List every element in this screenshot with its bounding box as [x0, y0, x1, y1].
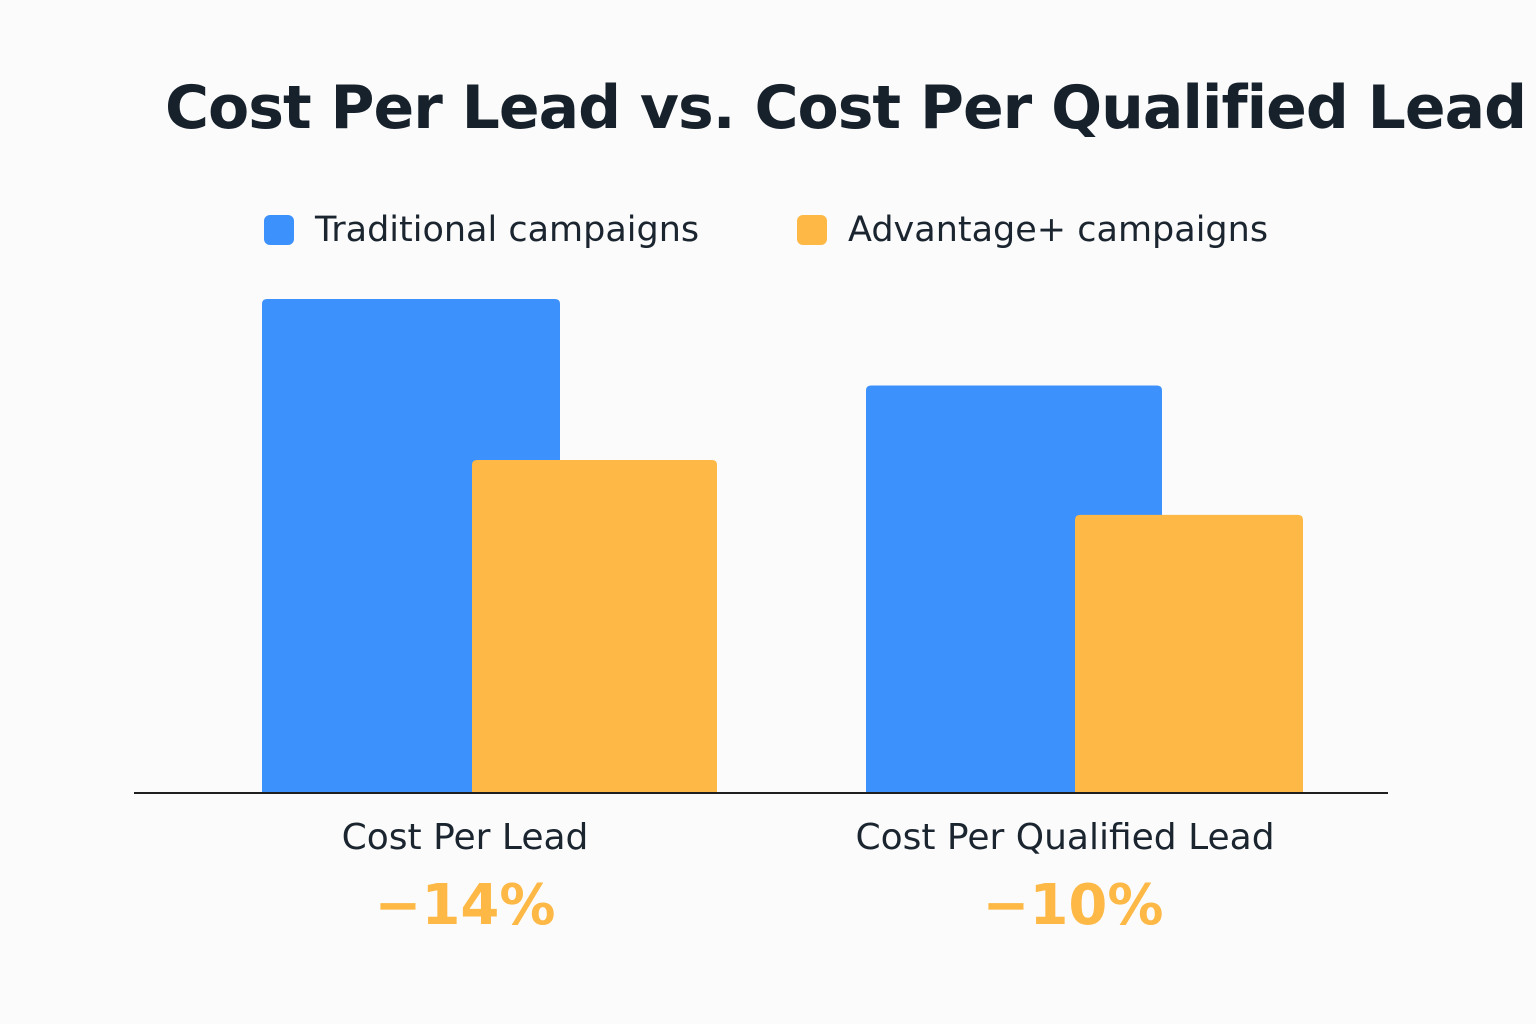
bar-advantage-cost-per-qualified-lead — [1075, 514, 1303, 793]
legend-item-traditional: Traditional campaigns — [264, 208, 699, 252]
category-label-cost-per-qualified-lead: Cost Per Qualified Lead — [855, 817, 1275, 858]
legend-label-advantage: Advantage+ campaigns — [848, 209, 1269, 250]
legend-swatch-advantage — [797, 215, 827, 245]
legend-label-traditional: Traditional campaigns — [315, 209, 700, 250]
change-label-cost-per-qualified-lead: −10% — [982, 873, 1164, 938]
legend-item-advantage: Advantage+ campaigns — [797, 208, 1268, 252]
bar-advantage-cost-per-lead — [472, 460, 717, 793]
category-label-cost-per-lead: Cost Per Lead — [341, 817, 589, 858]
change-label-cost-per-lead: −14% — [374, 873, 556, 938]
legend-swatch-traditional — [264, 215, 294, 245]
chart-title: Cost Per Lead vs. Cost Per Qualified Lea… — [165, 73, 1527, 143]
